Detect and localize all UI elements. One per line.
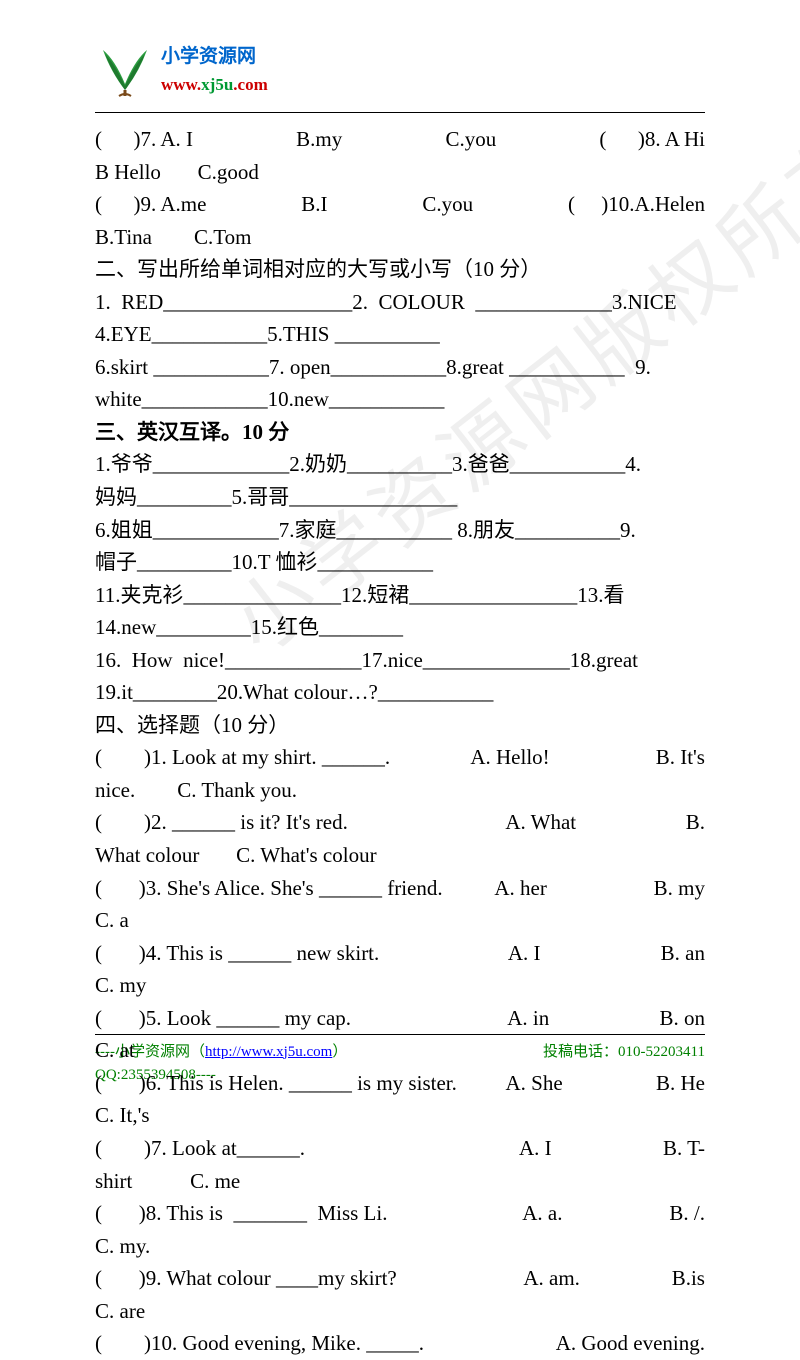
site-url: www.xj5u.com xyxy=(161,72,268,98)
text-line: 6.姐姐____________7.家庭___________ 8.朋友____… xyxy=(95,514,705,547)
page-header: 小学资源网 www.xj5u.com xyxy=(95,38,705,102)
question-8: ( )8. This is _______ Miss Li.A. a.B. /. xyxy=(95,1197,705,1230)
header-divider xyxy=(95,112,705,113)
site-logo-icon xyxy=(95,42,155,98)
question-4: ( )4. This is ______ new skirt.A. IB. an xyxy=(95,937,705,970)
question-7: ( )7. Look at______.A. IB. T- xyxy=(95,1132,705,1165)
text-line: 1.爷爷_____________2.奶奶__________3.爸爸_____… xyxy=(95,448,705,481)
section-3-title: 三、英汉互译。10 分 xyxy=(95,416,705,449)
text-line: white____________10.new___________ xyxy=(95,383,705,416)
text-line: 6.skirt ___________7. open___________8.g… xyxy=(95,351,705,384)
site-logo-text: 小学资源网 www.xj5u.com xyxy=(161,42,268,98)
text-line: 14.new_________15.红色________ xyxy=(95,611,705,644)
question-10: ( )10. Good evening, Mike. _____.A. Good… xyxy=(95,1327,705,1360)
text-line: B.Tina C.Tom xyxy=(95,221,705,254)
text-line: C. are xyxy=(95,1295,705,1328)
text-line: C. It,'s xyxy=(95,1099,705,1132)
text-line: C. my. xyxy=(95,1230,705,1263)
question-2: ( )2. ______ is it? It's red.A. WhatB. xyxy=(95,806,705,839)
text-line: 帽子_________10.T 恤衫___________ xyxy=(95,546,705,579)
text-line: C. a xyxy=(95,904,705,937)
section-4-title: 四、选择题（10 分） xyxy=(95,709,705,742)
text-line: shirt C. me xyxy=(95,1165,705,1198)
text-line: 1. RED__________________2. COLOUR ______… xyxy=(95,286,705,319)
text-line: B Hello C.good xyxy=(95,156,705,189)
text-line: ( )7. A. IB.myC.you( )8. A Hi xyxy=(95,123,705,156)
text-line: ( )9. A.meB.IC.you( )10.A.Helen xyxy=(95,188,705,221)
text-line: 19.it________20.What colour…?___________ xyxy=(95,676,705,709)
question-6: ( )6. This is Helen. ______ is my sister… xyxy=(95,1067,705,1100)
text-line: C. at xyxy=(95,1034,705,1067)
question-9: ( )9. What colour ____my skirt?A. am.B.i… xyxy=(95,1262,705,1295)
text-line: 11.夹克衫_______________12.短裙______________… xyxy=(95,579,705,612)
site-title: 小学资源网 xyxy=(161,42,268,71)
text-line: 妈妈_________5.哥哥________________ xyxy=(95,481,705,514)
question-5: ( )5. Look ______ my cap.A. inB. on xyxy=(95,1002,705,1035)
text-line: C. my xyxy=(95,969,705,1002)
text-line: nice. C. Thank you. xyxy=(95,774,705,807)
question-3: ( )3. She's Alice. She's ______ friend.A… xyxy=(95,872,705,905)
text-line: 16. How nice!_____________17.nice_______… xyxy=(95,644,705,677)
section-2-title: 二、写出所给单词相对应的大写或小写（10 分） xyxy=(95,253,705,286)
document-content: ( )7. A. IB.myC.you( )8. A Hi B Hello C.… xyxy=(95,123,705,1360)
text-line: 4.EYE___________5.THIS __________ xyxy=(95,318,705,351)
question-1: ( )1. Look at my shirt. ______.A. Hello!… xyxy=(95,741,705,774)
text-line: What colour C. What's colour xyxy=(95,839,705,872)
